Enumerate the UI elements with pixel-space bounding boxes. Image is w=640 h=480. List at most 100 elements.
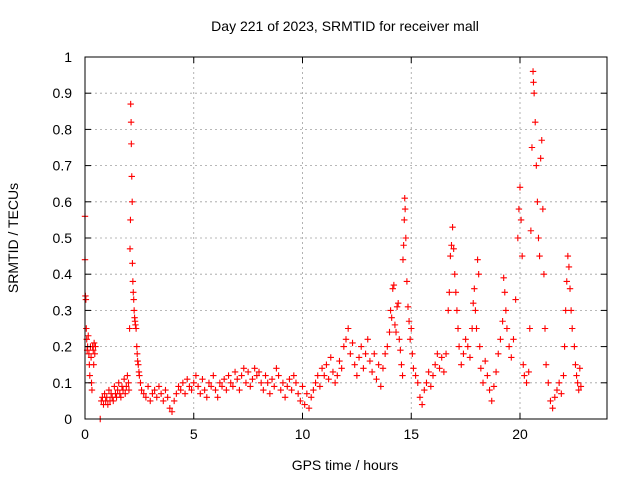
data-point [137, 379, 144, 386]
data-point [412, 372, 419, 379]
data-point [127, 100, 134, 108]
y-tick-label: 0.6 [53, 194, 73, 210]
data-point [530, 90, 538, 97]
data-point [253, 372, 261, 379]
data-point [132, 325, 140, 332]
data-point [477, 365, 485, 372]
data-point [92, 343, 99, 350]
data-point [203, 394, 210, 401]
data-point [455, 343, 463, 350]
data-point [499, 318, 506, 325]
data-point [83, 325, 90, 332]
data-point [414, 379, 421, 386]
data-point [197, 390, 204, 397]
data-point [572, 361, 579, 368]
data-point [399, 256, 407, 263]
data-point [288, 386, 295, 394]
data-point [571, 343, 578, 350]
data-point [558, 390, 565, 397]
data-point [479, 379, 487, 386]
data-point [234, 375, 241, 383]
chart-title: Day 221 of 2023, SRMTID for receiver mal… [211, 18, 479, 34]
data-point [242, 379, 250, 386]
data-point [353, 372, 361, 379]
data-point [475, 271, 482, 278]
data-point [260, 386, 267, 394]
data-point [160, 397, 167, 405]
data-point [122, 390, 129, 397]
data-point [564, 252, 572, 260]
data-point [561, 343, 568, 350]
data-point [495, 350, 502, 358]
data-point [538, 137, 545, 144]
data-point [351, 361, 358, 368]
data-point [562, 307, 569, 314]
data-point [181, 390, 189, 397]
data-point [155, 383, 163, 390]
data-point [565, 263, 573, 271]
data-point [473, 325, 480, 332]
data-point [275, 372, 282, 379]
data-point [175, 383, 182, 390]
data-point [542, 361, 550, 368]
data-point [128, 140, 135, 148]
data-point [207, 383, 215, 390]
data-point [130, 307, 138, 314]
y-tick-label: 0.5 [53, 230, 73, 246]
data-point [273, 365, 280, 372]
data-point [389, 285, 396, 292]
data-point [128, 198, 136, 205]
data-point [244, 368, 252, 376]
data-point [573, 372, 580, 379]
data-point [541, 325, 549, 332]
data-point [540, 271, 548, 278]
data-point [126, 325, 133, 332]
data-point [88, 386, 96, 394]
data-point [225, 372, 232, 379]
data-point [375, 361, 382, 368]
data-point [266, 390, 274, 397]
data-point [527, 227, 535, 234]
data-point [120, 375, 128, 383]
data-point [482, 357, 489, 365]
x-tick-label: 10 [295, 426, 311, 442]
data-point [90, 339, 98, 347]
data-point [563, 278, 570, 285]
x-tick-label: 20 [512, 426, 528, 442]
data-point [450, 245, 457, 253]
data-point [262, 372, 269, 379]
data-point [130, 296, 137, 303]
data-point [502, 307, 510, 314]
data-point [447, 252, 454, 260]
data-point [277, 386, 284, 394]
data-point [127, 118, 135, 126]
data-point [119, 386, 127, 394]
data-point [520, 361, 527, 368]
data-points [81, 68, 585, 423]
data-point [381, 350, 389, 358]
data-point [555, 379, 563, 386]
data-point [212, 386, 219, 394]
data-point [85, 350, 93, 358]
data-point [501, 289, 508, 296]
data-point [503, 325, 511, 332]
data-point [327, 354, 334, 361]
data-point [164, 394, 171, 401]
data-point [567, 307, 575, 314]
data-point [342, 336, 350, 343]
data-point [90, 361, 97, 368]
data-point [508, 354, 515, 361]
data-point [400, 242, 407, 249]
data-point [157, 390, 165, 397]
data-point [397, 347, 404, 354]
data-point [386, 328, 393, 336]
data-point [526, 325, 533, 332]
x-tick-label: 5 [190, 426, 198, 442]
data-point [297, 397, 304, 405]
data-point [416, 394, 424, 401]
data-point [349, 339, 356, 347]
data-point [442, 350, 450, 358]
data-point [421, 386, 428, 394]
data-point [205, 379, 213, 386]
data-point [82, 296, 90, 303]
